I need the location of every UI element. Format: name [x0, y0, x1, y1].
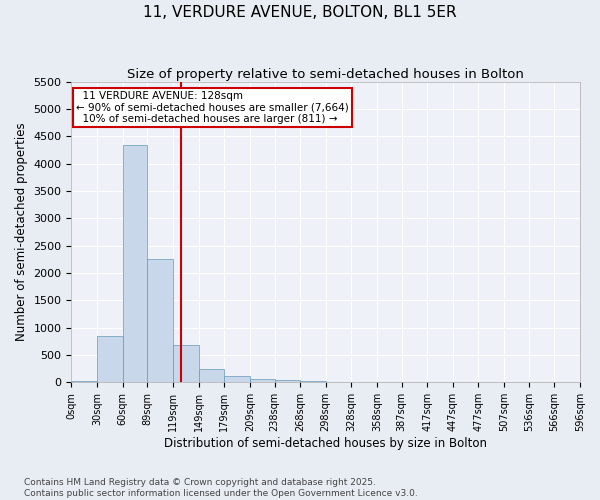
- Bar: [250, 379, 275, 382]
- Text: 11 VERDURE AVENUE: 128sqm  
← 90% of semi-detached houses are smaller (7,664)
  : 11 VERDURE AVENUE: 128sqm ← 90% of semi-…: [76, 90, 349, 124]
- Y-axis label: Number of semi-detached properties: Number of semi-detached properties: [15, 122, 28, 342]
- X-axis label: Distribution of semi-detached houses by size in Bolton: Distribution of semi-detached houses by …: [164, 437, 487, 450]
- Bar: [97, 336, 122, 382]
- Bar: [173, 345, 199, 383]
- Bar: [199, 368, 224, 382]
- Text: 11, VERDURE AVENUE, BOLTON, BL1 5ER: 11, VERDURE AVENUE, BOLTON, BL1 5ER: [143, 5, 457, 20]
- Bar: [224, 376, 250, 382]
- Bar: [122, 144, 148, 382]
- Bar: [275, 380, 300, 382]
- Bar: [71, 380, 97, 382]
- Bar: [148, 260, 173, 382]
- Title: Size of property relative to semi-detached houses in Bolton: Size of property relative to semi-detach…: [127, 68, 524, 80]
- Text: Contains HM Land Registry data © Crown copyright and database right 2025.
Contai: Contains HM Land Registry data © Crown c…: [24, 478, 418, 498]
